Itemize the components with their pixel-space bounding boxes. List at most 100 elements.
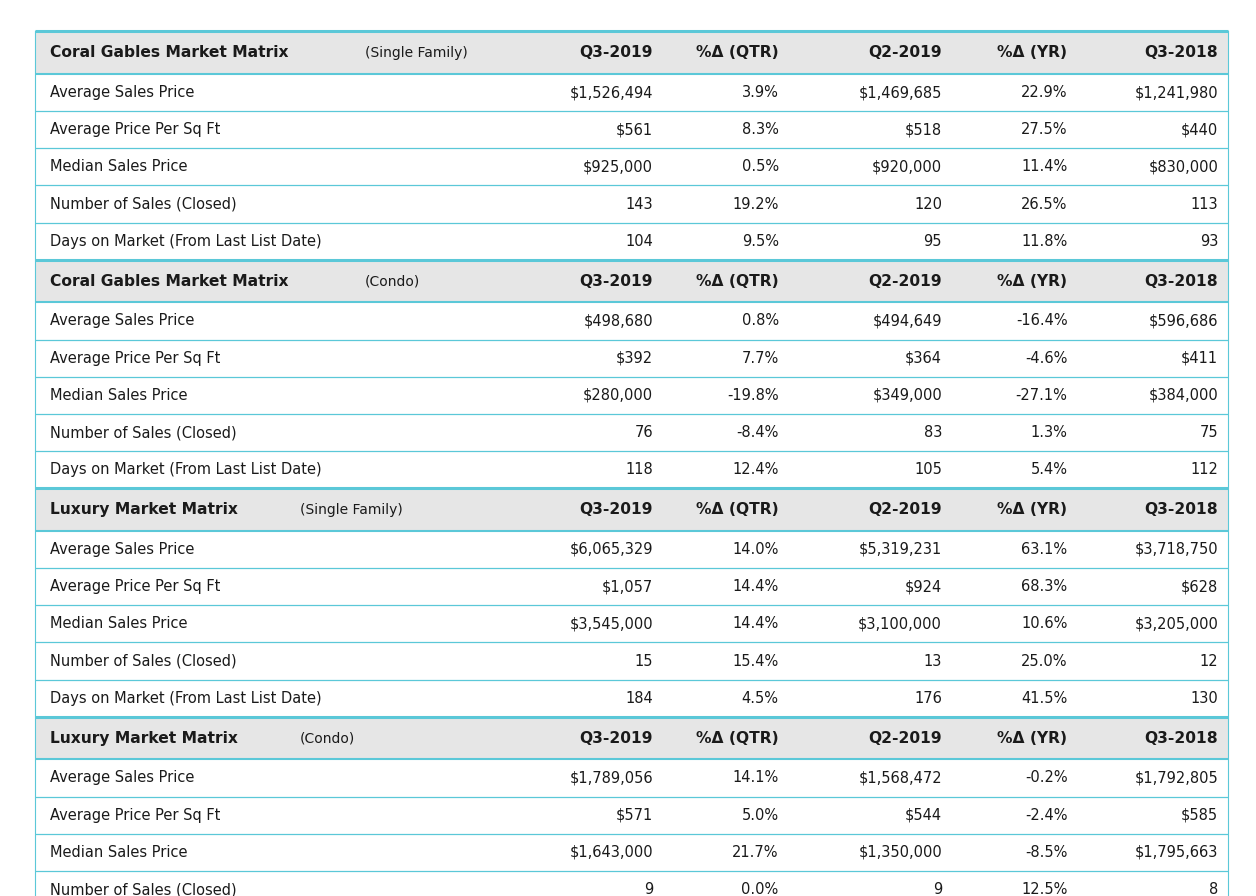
Text: 105: 105 [914,462,942,478]
Text: $440: $440 [1181,122,1218,137]
Text: 76: 76 [634,425,653,440]
Text: 19.2%: 19.2% [732,196,779,211]
Text: Median Sales Price: Median Sales Price [50,845,187,860]
Text: $1,469,685: $1,469,685 [859,85,942,100]
Text: -16.4%: -16.4% [1016,314,1068,329]
Text: $518: $518 [904,122,942,137]
Text: 113: 113 [1191,196,1218,211]
Text: Days on Market (From Last List Date): Days on Market (From Last List Date) [50,691,322,706]
Text: 184: 184 [625,691,653,706]
Text: (Condo): (Condo) [365,274,421,289]
Text: 83: 83 [923,425,942,440]
Text: 0.5%: 0.5% [741,159,779,175]
Text: $3,545,000: $3,545,000 [569,616,653,632]
Text: %Δ (QTR): %Δ (QTR) [696,45,779,60]
Text: $924: $924 [904,579,942,594]
Text: $6,065,329: $6,065,329 [570,542,653,557]
Bar [35,185,1228,222]
Text: 26.5%: 26.5% [1021,196,1068,211]
Text: $571: $571 [615,807,653,823]
Bar [35,871,1228,896]
Text: 14.4%: 14.4% [732,616,779,632]
Text: Q2-2019: Q2-2019 [868,502,942,517]
Text: 176: 176 [914,691,942,706]
Text: 15.4%: 15.4% [732,653,779,668]
Bar [35,833,1228,871]
Text: -8.5%: -8.5% [1025,845,1068,860]
Text: $1,057: $1,057 [602,579,653,594]
Text: Q3-2019: Q3-2019 [579,502,653,517]
Text: 7.7%: 7.7% [741,350,779,366]
Text: -27.1%: -27.1% [1016,388,1068,403]
Bar [35,451,1228,488]
Text: %Δ (YR): %Δ (YR) [997,273,1068,289]
Text: Average Sales Price: Average Sales Price [50,542,195,557]
Text: 9.5%: 9.5% [742,234,779,249]
Text: Average Price Per Sq Ft: Average Price Per Sq Ft [50,807,221,823]
Text: -0.2%: -0.2% [1025,771,1068,786]
Text: Luxury Market Matrix: Luxury Market Matrix [50,502,244,517]
Text: 1.3%: 1.3% [1031,425,1068,440]
Bar [35,797,1228,833]
Text: 4.5%: 4.5% [742,691,779,706]
Text: 12.5%: 12.5% [1021,882,1068,896]
Bar [35,679,1228,717]
Text: Median Sales Price: Median Sales Price [50,388,187,403]
Bar [35,376,1228,414]
Text: 9: 9 [933,882,942,896]
Text: Q3-2018: Q3-2018 [1144,502,1218,517]
Text: Number of Sales (Closed): Number of Sales (Closed) [50,882,237,896]
Text: $5,319,231: $5,319,231 [859,542,942,557]
Text: $585: $585 [1181,807,1218,823]
Text: Q2-2019: Q2-2019 [868,730,942,745]
Text: Number of Sales (Closed): Number of Sales (Closed) [50,425,237,440]
Text: 13: 13 [923,653,942,668]
Bar [35,717,1228,759]
Text: $3,205,000: $3,205,000 [1134,616,1218,632]
Text: %Δ (YR): %Δ (YR) [997,730,1068,745]
Text: Number of Sales (Closed): Number of Sales (Closed) [50,653,237,668]
Text: 120: 120 [914,196,942,211]
Bar [35,111,1228,148]
Text: Average Price Per Sq Ft: Average Price Per Sq Ft [50,579,221,594]
Text: 9: 9 [644,882,653,896]
Bar [35,340,1228,376]
Text: $596,686: $596,686 [1149,314,1218,329]
Text: Coral Gables Market Matrix: Coral Gables Market Matrix [50,45,294,60]
Text: 143: 143 [625,196,653,211]
Text: 14.0%: 14.0% [732,542,779,557]
Text: Q2-2019: Q2-2019 [868,45,942,60]
Text: $561: $561 [615,122,653,137]
Text: $925,000: $925,000 [583,159,653,175]
Text: Average Sales Price: Average Sales Price [50,85,195,100]
Text: 15: 15 [634,653,653,668]
Text: $1,526,494: $1,526,494 [570,85,653,100]
Text: -19.8%: -19.8% [727,388,779,403]
Text: $494,649: $494,649 [873,314,942,329]
Text: $498,680: $498,680 [584,314,653,329]
Text: 68.3%: 68.3% [1021,579,1068,594]
Text: (Single Family): (Single Family) [365,46,467,60]
Text: 14.1%: 14.1% [732,771,779,786]
Text: $1,643,000: $1,643,000 [569,845,653,860]
Text: $411: $411 [1181,350,1218,366]
Text: Average Sales Price: Average Sales Price [50,771,195,786]
Text: 63.1%: 63.1% [1021,542,1068,557]
Bar [35,530,1228,568]
Text: $1,350,000: $1,350,000 [858,845,942,860]
Text: $1,792,805: $1,792,805 [1134,771,1218,786]
Text: Coral Gables Market Matrix: Coral Gables Market Matrix [50,273,294,289]
Text: $364: $364 [906,350,942,366]
Bar [35,148,1228,185]
Text: Days on Market (From Last List Date): Days on Market (From Last List Date) [50,234,322,249]
Text: Average Sales Price: Average Sales Price [50,314,195,329]
Text: $1,789,056: $1,789,056 [569,771,653,786]
Text: (Condo): (Condo) [300,731,355,745]
Text: $1,795,663: $1,795,663 [1135,845,1218,860]
Text: 8: 8 [1210,882,1218,896]
Bar [35,642,1228,679]
Text: 41.5%: 41.5% [1021,691,1068,706]
Text: Luxury Market Matrix: Luxury Market Matrix [50,730,244,745]
Text: Number of Sales (Closed): Number of Sales (Closed) [50,196,237,211]
Text: 112: 112 [1191,462,1218,478]
